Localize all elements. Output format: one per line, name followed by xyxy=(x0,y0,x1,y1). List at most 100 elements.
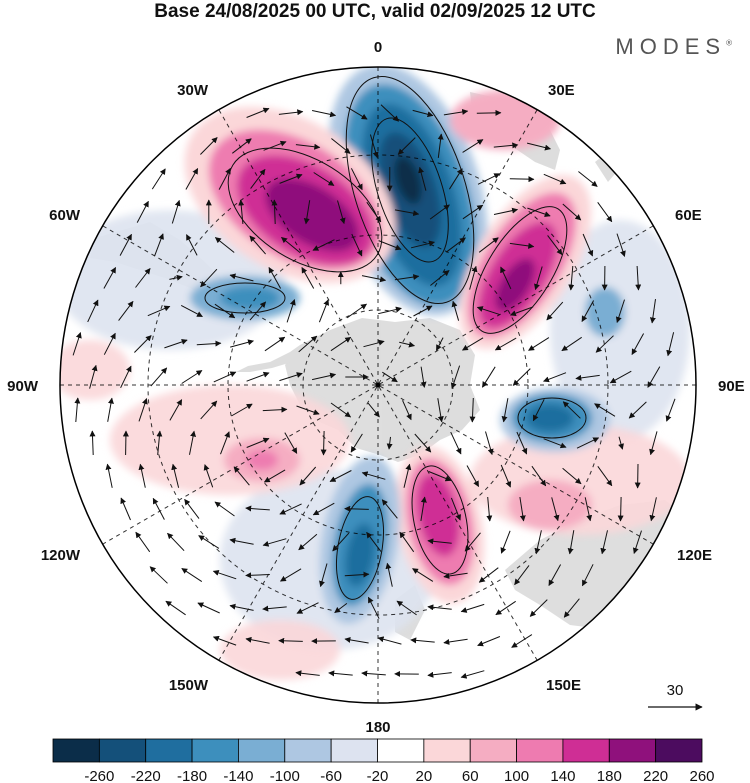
colorbar-tick-label: 100 xyxy=(504,768,529,783)
wind-arrow xyxy=(264,336,286,352)
wind-arrow xyxy=(361,670,386,677)
wind-arrow xyxy=(279,372,303,382)
map-rim xyxy=(59,66,697,704)
wind-arrow xyxy=(299,466,317,486)
wind-arrow xyxy=(443,638,468,645)
wind-arrow xyxy=(427,604,452,611)
pale-pink-area-s xyxy=(220,620,340,680)
colorbar-tick-label: 220 xyxy=(643,768,668,783)
wind-arrow xyxy=(229,537,254,545)
wind-arrow xyxy=(72,332,82,356)
wind-arrow xyxy=(105,463,113,488)
wind-arrow xyxy=(581,300,595,323)
wind-arrow xyxy=(382,371,398,383)
colorbar-tick-label: -180 xyxy=(177,768,207,783)
wind-arrow xyxy=(443,572,468,579)
wind-arrow xyxy=(231,138,252,154)
wind-arrow xyxy=(562,401,581,419)
registered-mark: ® xyxy=(726,38,732,48)
wind-arrow xyxy=(476,306,501,316)
wind-arrow xyxy=(149,566,168,584)
longitude-labels: 0 30E 60E 90E 120E 150E 180 150W 120W 90… xyxy=(7,39,745,736)
wind-arrow xyxy=(278,109,304,116)
wind-arrow xyxy=(165,600,186,616)
wind-arrow xyxy=(334,603,348,613)
reference-vector-value: 30 xyxy=(667,682,684,699)
wind-arrow xyxy=(666,332,675,357)
wind-arrow xyxy=(200,137,218,155)
wind-arrow xyxy=(367,402,380,418)
wind-arrow xyxy=(238,199,245,224)
wind-arrow xyxy=(609,370,632,384)
wind-arrow xyxy=(279,568,302,582)
wind-arrow xyxy=(245,636,270,644)
wind-arrow xyxy=(203,464,214,488)
wind-arrow xyxy=(477,636,501,647)
lon-label-60e: 60E xyxy=(675,207,702,224)
wind-arrow xyxy=(430,270,450,286)
colorbar-swatch xyxy=(98,738,147,763)
wind-arrow xyxy=(445,237,466,253)
wind-arrow xyxy=(246,437,270,448)
wind-arrow xyxy=(594,403,616,417)
wind-arrow xyxy=(295,670,320,677)
wind-arrow xyxy=(469,397,476,423)
wind-arrow xyxy=(249,301,266,321)
wind-arrow xyxy=(450,497,461,521)
wind-arrow xyxy=(385,562,393,587)
wind-arrow xyxy=(616,233,626,257)
wind-arrow xyxy=(584,497,593,522)
wind-arrow xyxy=(233,466,250,486)
wind-arrow xyxy=(284,432,298,454)
wind-arrow xyxy=(366,201,382,223)
wind-arrow xyxy=(212,570,237,580)
wind-arrow xyxy=(413,305,433,317)
wind-arrow xyxy=(147,305,171,317)
wind-arrow xyxy=(230,339,254,348)
wind-arrow xyxy=(262,406,288,413)
wind-arrow xyxy=(103,266,117,289)
wind-arrow xyxy=(429,204,450,220)
colorbar-swatch xyxy=(52,738,100,763)
wind-arrow xyxy=(381,499,398,519)
wind-arrow xyxy=(361,275,387,283)
wind-arrow xyxy=(380,104,400,122)
wind-arrow xyxy=(394,274,420,281)
wind-arrow xyxy=(363,339,385,348)
wind-arrow xyxy=(263,469,286,483)
wind-arrow xyxy=(509,242,535,249)
wind-arrow xyxy=(529,599,548,617)
wind-arrow xyxy=(329,470,352,482)
wind-arrow xyxy=(437,133,444,158)
wind-arrow xyxy=(581,564,594,587)
wind-arrow xyxy=(448,168,463,190)
wind-arrow xyxy=(618,436,624,450)
wind-arrow xyxy=(262,538,287,547)
wind-arrow xyxy=(595,335,614,353)
lon-label-150e: 150E xyxy=(546,677,581,694)
wind-arrow xyxy=(103,332,116,355)
wind-arrow xyxy=(366,531,382,552)
colorbar-tick-label: 260 xyxy=(689,768,714,783)
wind-arrow xyxy=(138,463,146,488)
wind-arrow xyxy=(547,235,563,256)
wind-arrow xyxy=(281,237,301,253)
wind-arrow xyxy=(312,502,335,516)
wind-arrow xyxy=(249,235,266,255)
lon-label-60w: 60W xyxy=(49,207,81,224)
colorbar: -260 -220 -180 -140 -100 -60 -20 20 60 100 140 180 2… xyxy=(52,738,715,783)
wind-arrow xyxy=(450,365,461,389)
map-disk xyxy=(60,67,696,703)
wind-arrow xyxy=(245,572,270,579)
wind-arrow xyxy=(563,598,580,618)
wind-arrow xyxy=(279,503,302,515)
wind-arrow xyxy=(344,571,370,578)
wind-arrow xyxy=(532,399,545,422)
colorbar-tick-label: 60 xyxy=(462,768,479,783)
wind-arrow xyxy=(220,431,230,455)
wind-arrow xyxy=(396,600,417,616)
brand-text: MODES xyxy=(615,34,727,59)
wind-arrow xyxy=(427,671,452,678)
wind-arrow xyxy=(418,166,427,191)
wind-arrow xyxy=(136,200,149,223)
